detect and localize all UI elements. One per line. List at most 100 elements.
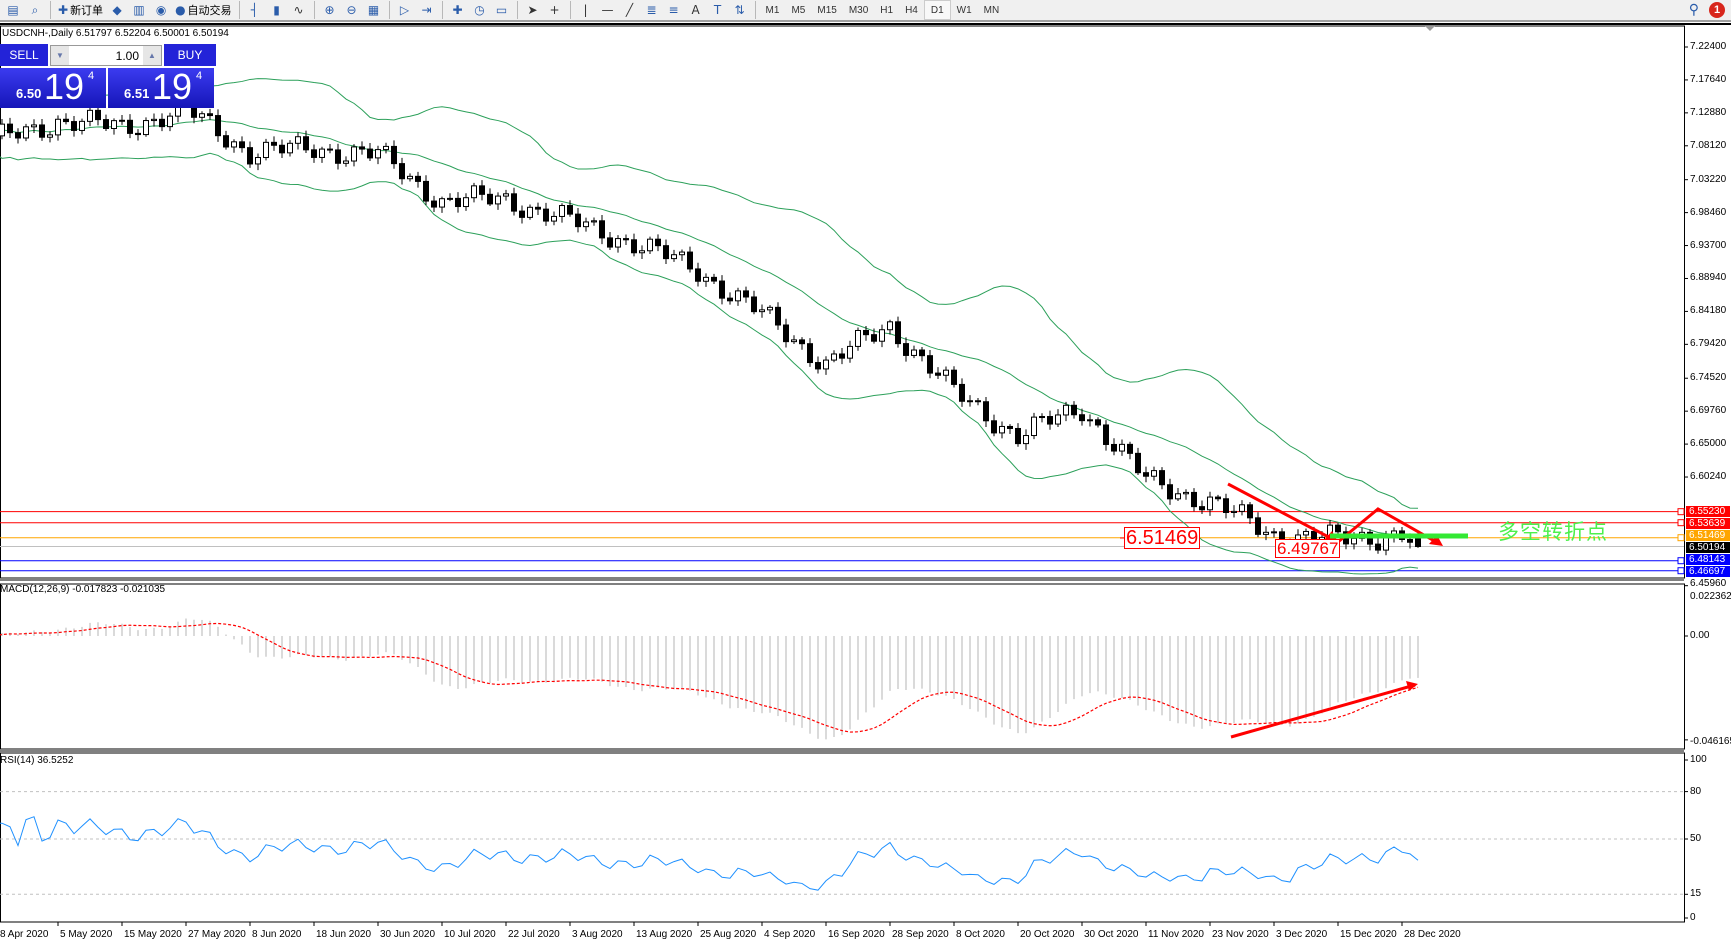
price-annotation-2: 6.49767 [1275, 539, 1341, 558]
cursor-button[interactable]: ➤ [522, 0, 544, 20]
timeframe-h4[interactable]: H4 [905, 4, 918, 16]
candle-body [1303, 530, 1309, 536]
zoom-window-button[interactable]: ⌕ [24, 0, 46, 20]
date-label: 16 Sep 2020 [828, 929, 885, 940]
candle [815, 356, 821, 374]
chart-shift-button[interactable]: ⇥ [416, 0, 438, 20]
text-button[interactable]: A [685, 0, 707, 20]
text-label-button[interactable]: T [707, 0, 729, 20]
toolbar-label: 新订单 [70, 4, 104, 17]
candle [1031, 412, 1037, 440]
candle [407, 173, 413, 182]
trendline-button[interactable]: ╱ [619, 0, 641, 20]
timeframe-m30[interactable]: M30 [848, 4, 869, 16]
candle-body [215, 115, 221, 137]
signal-button[interactable]: ◉ [150, 0, 172, 20]
decrease-lot-icon[interactable]: ▼ [51, 46, 69, 65]
crosshair-button[interactable]: + [544, 0, 566, 20]
periods-button[interactable]: ◷ [469, 0, 491, 20]
price-tag: 6.55230 [1686, 506, 1730, 517]
timeframe-d1[interactable]: D1 [923, 0, 951, 20]
candle-body [1271, 531, 1277, 534]
candle-body [951, 369, 957, 385]
new-order-button[interactable]: ✚ 新订单 [55, 0, 106, 20]
candle-body [1183, 491, 1189, 495]
candle [1367, 529, 1373, 551]
candle-body [615, 238, 621, 248]
candle-body [55, 118, 61, 136]
candle-body [335, 149, 341, 164]
bar-chart-button[interactable]: ┤ [244, 0, 266, 20]
autotrading-button[interactable]: ● 自动交易 [172, 0, 234, 20]
ask-big: 6.51 [124, 86, 150, 101]
candle-body [839, 353, 845, 359]
candle [607, 231, 613, 251]
candle [927, 349, 933, 379]
equidistant-channel-button[interactable]: ≣ [641, 0, 663, 20]
candle [31, 119, 37, 134]
timeframe-m5[interactable]: M5 [791, 4, 806, 16]
price-axis-label: 6.93700 [1690, 239, 1727, 251]
ask-price-button[interactable]: 6.51 19 4 [108, 66, 214, 108]
cursor-icon: ➤ [527, 3, 538, 17]
timeframe-mn[interactable]: MN [983, 4, 1000, 16]
candle-body [431, 200, 437, 208]
candle [879, 324, 885, 348]
zoom-out-button[interactable]: ⊖ [341, 0, 363, 20]
candle-body [1151, 470, 1157, 477]
history-button[interactable]: ◆ [106, 0, 128, 20]
candle-body [863, 329, 869, 336]
candle [943, 366, 949, 382]
line-chart-button[interactable]: ∿ [288, 0, 310, 20]
timeframe-h1[interactable]: H1 [880, 4, 894, 16]
templates-button[interactable]: ▭ [491, 0, 513, 20]
price-axis-label: 7.08120 [1690, 139, 1727, 151]
tile-button[interactable]: ▦ [363, 0, 385, 20]
candle-body [271, 141, 277, 146]
candle [871, 328, 877, 344]
candle-body [631, 239, 637, 254]
lot-size-input[interactable]: ▼ 1.00 ▲ [50, 45, 162, 66]
timeframe-m1[interactable]: M1 [765, 4, 780, 16]
fibonacci-button[interactable]: ≡ [663, 0, 685, 20]
new-chart-button[interactable]: ▤ [2, 0, 24, 20]
date-label: 8 Apr 2020 [0, 929, 49, 940]
navigator-button[interactable]: ▥ [128, 0, 150, 20]
candle [631, 233, 637, 257]
rsi-axis-label: 100 [1690, 754, 1707, 765]
toolbar-separator [313, 1, 315, 19]
bid-price-button[interactable]: 6.50 19 4 [0, 66, 106, 108]
candle-body [1143, 472, 1149, 477]
timeframe-w1[interactable]: W1 [956, 4, 972, 16]
vertical-line-icon: | [583, 3, 588, 17]
zoom-in-button[interactable]: ⊕ [319, 0, 341, 20]
candle-body [1191, 491, 1197, 508]
sell-button[interactable]: SELL [0, 44, 48, 66]
candle [623, 234, 629, 246]
increase-lot-icon[interactable]: ▲ [143, 46, 161, 65]
indicators-button[interactable]: ✚ [447, 0, 469, 20]
search-icon[interactable]: ⚲ [1688, 1, 1699, 17]
candle-body [655, 238, 661, 247]
candle-body [295, 136, 301, 144]
candle [231, 139, 237, 153]
arrows-button[interactable]: ⇅ [729, 0, 751, 20]
vertical-line-button[interactable]: | [575, 0, 597, 20]
candle-body [1167, 484, 1173, 500]
candle [71, 115, 77, 137]
text-icon: A [691, 3, 700, 17]
candle [863, 325, 869, 341]
horizontal-line-button[interactable]: — [597, 0, 619, 20]
timeframe-m15[interactable]: M15 [817, 4, 837, 16]
autoscroll-button[interactable]: ▷ [394, 0, 416, 20]
candle [311, 144, 317, 163]
candle [535, 202, 541, 216]
candle-body [231, 141, 237, 148]
zoom-in-icon: ⊕ [324, 3, 335, 17]
candlestick-button[interactable]: ▮ [266, 0, 288, 20]
buy-button[interactable]: BUY [164, 44, 216, 66]
lot-size-value[interactable]: 1.00 [115, 48, 139, 63]
history-icon: ◆ [112, 3, 122, 17]
notification-badge[interactable]: 1 [1709, 1, 1725, 18]
